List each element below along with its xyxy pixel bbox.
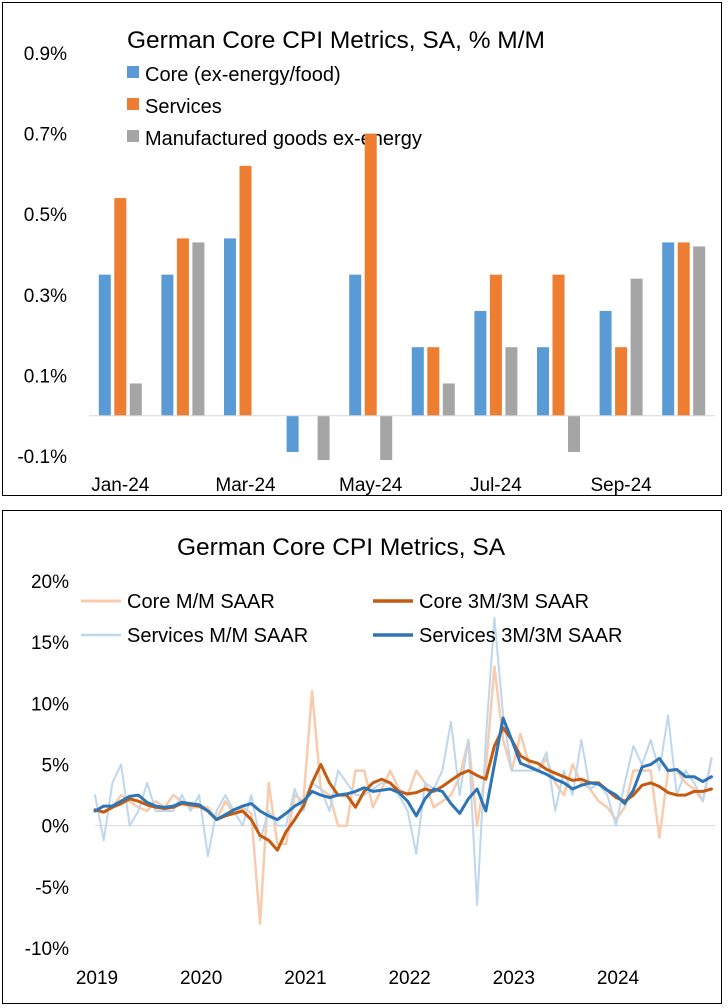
y-tick-label: 0.9% bbox=[24, 44, 67, 65]
series-line-services-m-m-saar bbox=[94, 616, 713, 907]
y-tick-label: -10% bbox=[25, 939, 69, 960]
y-tick-label: 5% bbox=[42, 756, 70, 777]
series-line-services-3m-3m-saar bbox=[93, 716, 713, 822]
bar-manufactured-goods-ex-energy-jan-24 bbox=[129, 383, 142, 416]
x-tick-label: Sep-24 bbox=[590, 475, 652, 495]
bar-manufactured-goods-ex-energy-may-24 bbox=[380, 415, 393, 461]
bar-services-mar-24 bbox=[239, 165, 252, 416]
bar-manufactured-goods-ex-energy-jul-24 bbox=[505, 347, 518, 416]
x-tick-label: 2019 bbox=[76, 968, 118, 989]
legend-label: Manufactured goods ex-energy bbox=[145, 128, 422, 150]
bar-manufactured-goods-ex-energy-oct-24 bbox=[693, 246, 706, 416]
legend-swatch bbox=[127, 130, 139, 142]
legend-label: Core 3M/3M SAAR bbox=[419, 591, 589, 613]
line-chart-legend: Core M/M SAAR Core 3M/3M SAAR Services M/M… bbox=[81, 591, 622, 647]
bar-services-jan-24 bbox=[114, 198, 127, 416]
bar-core-ex-energy-food--jul-24 bbox=[474, 310, 487, 416]
x-tick-label: 2022 bbox=[388, 968, 430, 989]
bar-chart-svg: German Core CPI Metrics, SA, % M/M Core … bbox=[17, 27, 715, 495]
y-tick-label: 0% bbox=[42, 817, 70, 838]
x-tick-label: May-24 bbox=[339, 475, 403, 495]
line-chart-y-axis: -10% -5% 0% 5% 10% 15% 20% bbox=[25, 572, 69, 960]
y-tick-label: 0.7% bbox=[24, 125, 67, 146]
series-line-core-3m-3m-saar bbox=[93, 726, 713, 852]
line-chart-svg: German Core CPI Metrics, SA -10% -5% 0% 5% 1… bbox=[25, 534, 715, 989]
bar-services-feb-24 bbox=[176, 238, 189, 416]
bar-chart-x-axis: Jan-24 Mar-24 May-24 Jul-24 Sep-24 bbox=[91, 475, 652, 495]
bar-manufactured-goods-ex-energy-aug-24 bbox=[568, 415, 580, 452]
line-chart-series bbox=[93, 616, 713, 925]
legend-label: Services M/M SAAR bbox=[127, 625, 308, 647]
bar-services-jun-24 bbox=[427, 347, 440, 416]
x-tick-label: 2020 bbox=[180, 968, 222, 989]
legend-label: Services bbox=[145, 96, 222, 118]
x-tick-label: 2024 bbox=[597, 968, 640, 989]
bar-core-ex-energy-food--feb-24 bbox=[161, 274, 174, 416]
y-tick-label: 15% bbox=[31, 633, 69, 654]
monthly-bar-chart-panel: German Core CPI Metrics, SA, % M/M Core … bbox=[2, 2, 722, 496]
bar-core-ex-energy-food--oct-24 bbox=[662, 242, 675, 416]
x-tick-label: Mar-24 bbox=[215, 475, 276, 495]
y-tick-label: 0.3% bbox=[24, 286, 67, 307]
y-tick-label: -5% bbox=[35, 878, 69, 899]
bar-services-may-24 bbox=[364, 133, 377, 416]
y-tick-label: 10% bbox=[31, 694, 69, 715]
x-tick-label: Jan-24 bbox=[91, 475, 150, 495]
bar-chart-y-axis: -0.1% 0.1% 0.3% 0.5% 0.7% 0.9% bbox=[17, 44, 67, 468]
y-tick-label: 0.5% bbox=[24, 205, 67, 226]
bar-core-ex-energy-food--may-24 bbox=[349, 274, 362, 416]
bar-services-oct-24 bbox=[677, 242, 690, 416]
legend-label: Core M/M SAAR bbox=[127, 591, 275, 613]
y-tick-label: 20% bbox=[31, 572, 69, 593]
line-chart-title: German Core CPI Metrics, SA bbox=[177, 534, 506, 561]
bar-core-ex-energy-food--aug-24 bbox=[537, 347, 549, 416]
bar-core-ex-energy-food--jan-24 bbox=[98, 274, 111, 416]
bar-manufactured-goods-ex-energy-apr-24 bbox=[317, 415, 330, 461]
x-tick-label: Jul-24 bbox=[470, 475, 522, 495]
bar-core-ex-energy-food--mar-24 bbox=[224, 238, 236, 416]
legend-swatch bbox=[127, 66, 139, 78]
bar-core-ex-energy-food--apr-24 bbox=[286, 415, 299, 452]
x-tick-label: 2021 bbox=[284, 968, 326, 989]
bar-chart-bars bbox=[98, 133, 706, 461]
bar-services-jul-24 bbox=[489, 274, 502, 416]
bar-services-aug-24 bbox=[552, 274, 565, 416]
bar-core-ex-energy-food--sep-24 bbox=[599, 310, 612, 416]
legend-swatch bbox=[127, 98, 139, 110]
bar-chart-legend: Core (ex-energy/food) Services Manufacture… bbox=[127, 64, 422, 150]
line-chart-x-axis: 2019 2020 2021 2022 2023 2024 bbox=[76, 968, 640, 989]
bar-core-ex-energy-food--jun-24 bbox=[411, 347, 424, 416]
legend-label: Core (ex-energy/food) bbox=[145, 64, 341, 86]
y-tick-label: 0.1% bbox=[24, 366, 67, 387]
legend-label: Services 3M/3M SAAR bbox=[419, 625, 622, 647]
line-chart-panel: German Core CPI Metrics, SA -10% -5% 0% 5% 1… bbox=[2, 510, 722, 1004]
bar-services-sep-24 bbox=[615, 347, 628, 416]
x-tick-label: 2023 bbox=[493, 968, 535, 989]
bar-manufactured-goods-ex-energy-jun-24 bbox=[442, 383, 455, 416]
y-tick-label: -0.1% bbox=[17, 447, 67, 468]
bar-manufactured-goods-ex-energy-sep-24 bbox=[630, 278, 643, 416]
bar-manufactured-goods-ex-energy-feb-24 bbox=[192, 242, 205, 416]
bar-chart-title: German Core CPI Metrics, SA, % M/M bbox=[127, 27, 545, 54]
